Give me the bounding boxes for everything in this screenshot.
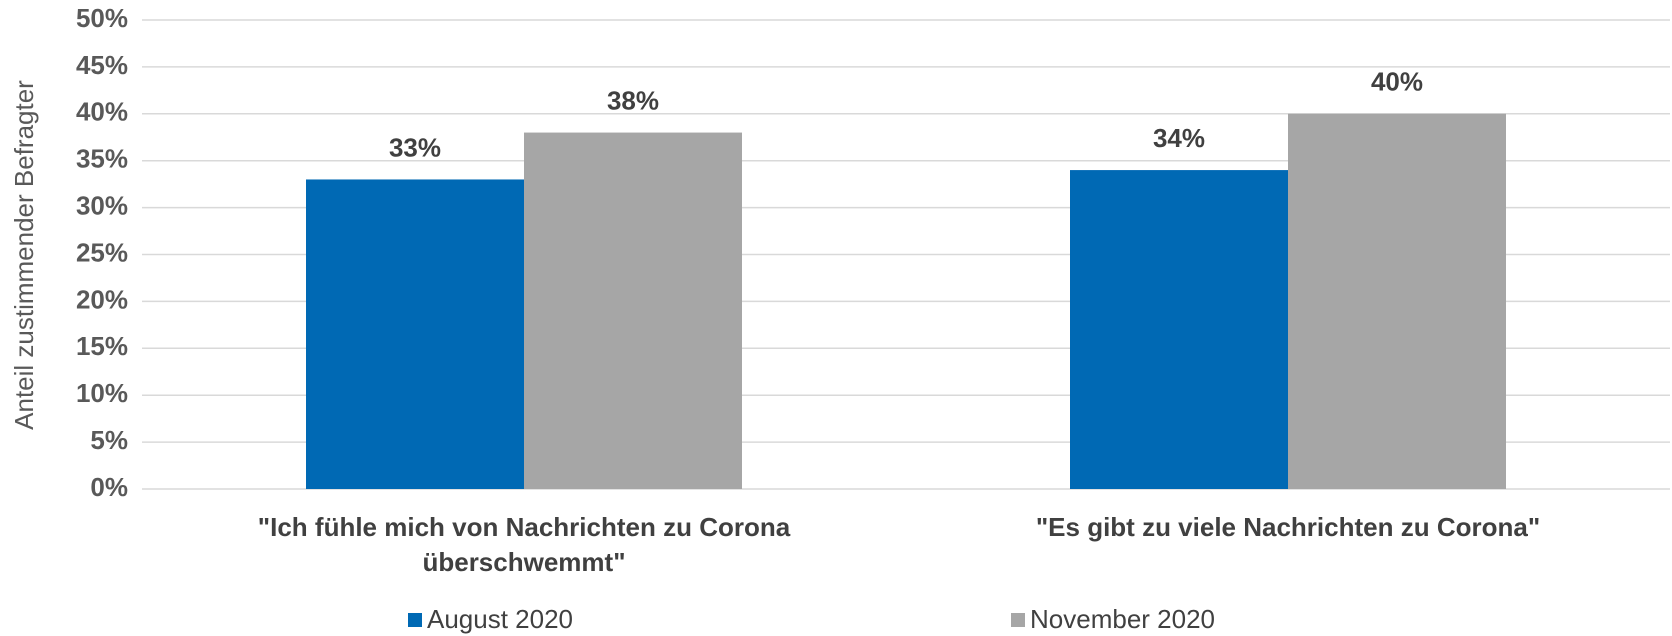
x-tick-label: "Ich fühle mich von Nachrichten zu Coron… <box>257 512 791 577</box>
y-tick-label: 25% <box>76 237 128 267</box>
y-tick-label: 45% <box>76 50 128 80</box>
x-tick-label: "Es gibt zu viele Nachrichten zu Corona" <box>1035 512 1541 542</box>
y-axis-label: Anteil zustimmender Befragter <box>9 80 39 430</box>
data-label: 33% <box>389 132 441 162</box>
legend-label: November 2020 <box>1030 604 1215 634</box>
legend-label: August 2020 <box>427 604 573 634</box>
y-tick-label: 15% <box>76 331 128 361</box>
bar <box>524 132 742 489</box>
y-tick-label: 10% <box>76 378 128 408</box>
data-label: 34% <box>1153 123 1205 153</box>
y-tick-label: 30% <box>76 190 128 220</box>
y-tick-label: 20% <box>76 284 128 314</box>
y-tick-label: 50% <box>76 3 128 33</box>
data-label: 40% <box>1371 67 1423 97</box>
data-label: 38% <box>607 85 659 115</box>
y-tick-label: 40% <box>76 97 128 127</box>
y-tick-label: 5% <box>90 425 128 455</box>
bar <box>1288 113 1506 490</box>
legend-swatch <box>1011 613 1025 627</box>
legend-swatch <box>408 613 422 627</box>
bar <box>306 179 524 489</box>
y-tick-label: 0% <box>90 472 128 502</box>
bar <box>1070 170 1288 489</box>
y-tick-label: 35% <box>76 144 128 174</box>
